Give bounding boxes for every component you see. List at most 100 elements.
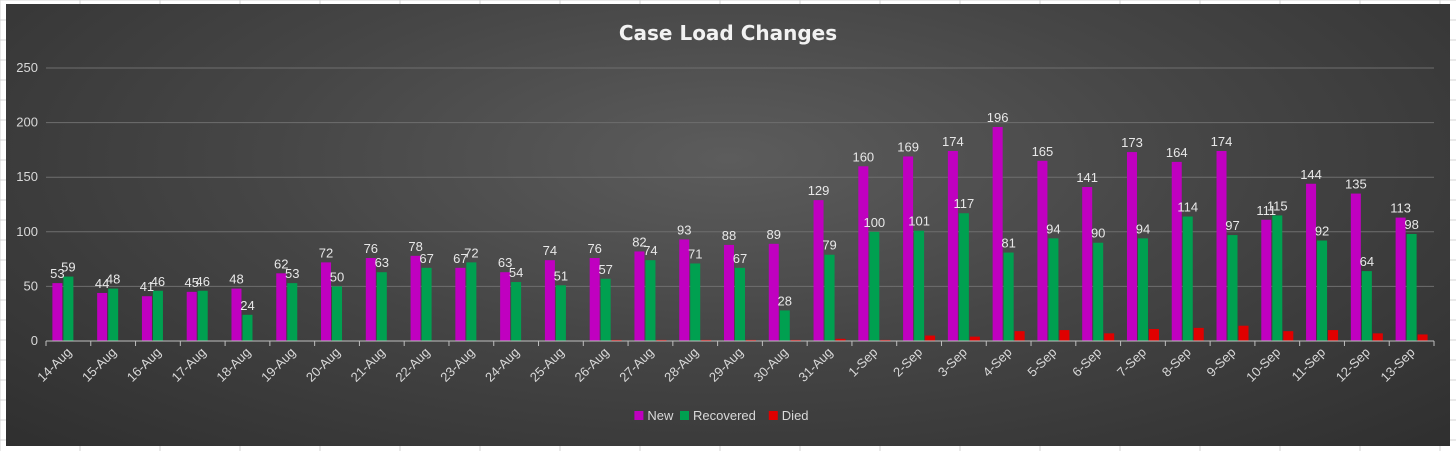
data-label-recovered: 51 xyxy=(554,268,568,283)
data-label-new: 76 xyxy=(364,241,378,256)
bar-recovered xyxy=(645,260,656,341)
bar-recovered xyxy=(600,278,611,341)
bar-new xyxy=(1037,160,1048,341)
bar-new xyxy=(813,200,824,341)
data-label-new: 196 xyxy=(987,110,1009,125)
x-tick-label: 26-Aug xyxy=(572,345,612,385)
data-label-recovered: 81 xyxy=(1001,236,1015,251)
bar-recovered xyxy=(287,283,298,341)
data-label-new: 63 xyxy=(498,255,512,270)
x-tick-label: 5-Sep xyxy=(1024,345,1059,380)
data-label-new: 89 xyxy=(767,227,781,242)
bar-died xyxy=(790,339,801,341)
bar-new xyxy=(1082,187,1093,341)
data-label-new: 41 xyxy=(140,279,154,294)
bar-new xyxy=(276,273,287,341)
bar-recovered xyxy=(1137,238,1148,341)
data-label-recovered: 98 xyxy=(1404,217,1418,232)
data-label-new: 74 xyxy=(543,243,557,258)
chart-title: Case Load Changes xyxy=(619,21,837,45)
bar-new xyxy=(992,126,1003,341)
legend-item-died[interactable]: Died xyxy=(768,408,809,423)
data-label-recovered: 46 xyxy=(151,274,165,289)
legend-label: Recovered xyxy=(693,408,756,423)
bar-died xyxy=(835,338,846,341)
bar-died xyxy=(1283,331,1294,341)
legend[interactable]: New Recovered Died xyxy=(634,408,809,423)
x-tick-label: 16-Aug xyxy=(124,345,164,385)
bar-new xyxy=(97,292,108,341)
bar-recovered xyxy=(1093,242,1104,341)
data-label-new: 93 xyxy=(677,222,691,237)
bar-died xyxy=(1238,325,1249,341)
bar-new xyxy=(679,239,690,341)
bar-recovered xyxy=(376,272,387,341)
bar-new xyxy=(858,166,869,341)
bar-recovered xyxy=(466,262,477,341)
x-tick-label: 9-Sep xyxy=(1203,345,1238,380)
bar-new xyxy=(1350,193,1361,341)
x-tick-label: 25-Aug xyxy=(527,345,567,385)
bar-recovered xyxy=(197,290,208,341)
y-tick-label: 50 xyxy=(24,278,38,293)
data-label-new: 165 xyxy=(1032,144,1054,159)
bar-died xyxy=(701,339,712,341)
x-tick-label: 21-Aug xyxy=(348,345,388,385)
y-tick-label: 150 xyxy=(16,169,38,184)
data-label-recovered: 59 xyxy=(61,260,75,275)
data-label-recovered: 90 xyxy=(1091,226,1105,241)
bar-died xyxy=(969,336,980,341)
bar-died xyxy=(1059,330,1070,341)
x-tick-label: 18-Aug xyxy=(213,345,253,385)
bar-new xyxy=(1216,150,1227,341)
y-axis-ticks: 0 50 100 150 200 250 xyxy=(16,60,38,348)
bar-new xyxy=(768,243,779,341)
data-label-recovered: 115 xyxy=(1267,198,1288,213)
x-tick-label: 1-Sep xyxy=(845,345,880,380)
data-label-recovered: 67 xyxy=(733,251,747,266)
bar-recovered xyxy=(1048,238,1059,341)
bar-new xyxy=(903,156,914,341)
bar-new xyxy=(1126,152,1137,341)
data-label-recovered: 54 xyxy=(509,265,523,280)
bar-new xyxy=(500,272,511,341)
data-label-recovered: 79 xyxy=(822,238,836,253)
legend-label: New xyxy=(647,408,674,423)
bar-new xyxy=(947,150,958,341)
data-label-recovered: 28 xyxy=(778,293,792,308)
bar-new xyxy=(1395,217,1406,341)
bar-new xyxy=(1171,161,1182,341)
x-tick-label: 29-Aug xyxy=(706,345,746,385)
chart-area[interactable]: Case Load Changes 0 50 100 150 200 250 53 59 44… xyxy=(6,4,1450,446)
x-tick-label: 28-Aug xyxy=(661,345,701,385)
bar-died xyxy=(1372,333,1383,341)
bar-died xyxy=(880,339,891,341)
bar-recovered xyxy=(1361,271,1372,341)
legend-item-new[interactable]: New xyxy=(634,408,674,423)
data-label-recovered: 97 xyxy=(1225,218,1239,233)
bar-recovered xyxy=(914,230,925,341)
x-tick-label: 20-Aug xyxy=(303,345,343,385)
bar-died xyxy=(925,335,936,341)
bar-recovered xyxy=(735,267,745,341)
bar-recovered xyxy=(779,310,790,341)
bar-recovered xyxy=(555,285,566,341)
data-label-recovered: 63 xyxy=(375,255,389,270)
bar-recovered xyxy=(1406,233,1417,341)
x-tick-label: 13-Sep xyxy=(1377,345,1417,385)
data-label-new: 174 xyxy=(942,134,964,149)
bar-recovered xyxy=(1003,252,1014,341)
bar-recovered xyxy=(824,254,835,341)
x-tick-label: 3-Sep xyxy=(935,345,970,380)
data-label-new: 160 xyxy=(852,149,874,164)
legend-item-recovered[interactable]: Recovered xyxy=(680,408,756,423)
bar-died xyxy=(1104,333,1115,341)
data-label-new: 129 xyxy=(808,183,830,198)
bar-died xyxy=(1328,330,1339,341)
bar-died xyxy=(1417,334,1428,341)
bar-new xyxy=(365,258,376,341)
bar-recovered xyxy=(1317,240,1328,341)
data-label-new: 88 xyxy=(722,228,736,243)
